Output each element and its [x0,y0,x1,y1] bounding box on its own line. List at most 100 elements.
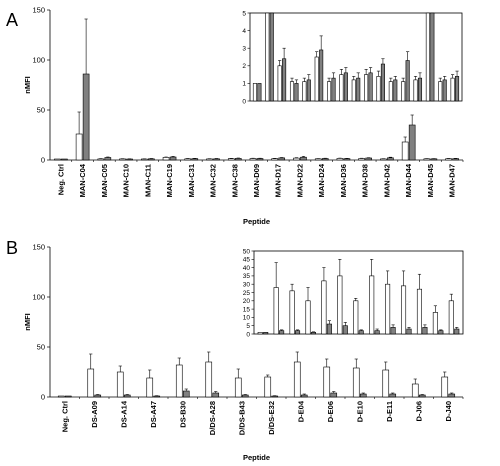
panel-b-inset-bar-7-s0 [369,275,375,335]
panel-a-inset-bar-0-s1 [257,83,262,102]
panel-b-main-bar-7-s1 [271,395,279,398]
panel-b-category-12: D-J06 [414,401,423,421]
panel-b-category-3: DS-A47 [149,401,158,428]
panel-a-category-7: MAN-C32 [209,164,218,197]
panel-a-main-bar-9-s1 [256,158,264,161]
panel-a-inset-bar-3-s1 [294,83,299,102]
panel-a-inset-bar-14-s1 [430,12,435,102]
panel-a-category-6: MAN-C31 [187,164,196,197]
panel-a-inset-bar-12-s0 [401,81,406,102]
panel-b-main-bar-9-s1 [330,392,338,398]
panel-a-main-bar-13-s0 [336,158,344,161]
panel-b-category-7: D/DS-E32 [267,401,276,435]
panel-a-main-bar-16-s1 [408,124,416,161]
panel-b-inset-ytick-label-10: 50 [243,248,251,255]
panel-a-inset-bar-0-s0 [252,83,257,102]
panel-b-inset-frame [253,250,464,335]
panel-b-main-bar-11-s1 [389,393,397,398]
panel-b-inset-bar-12-s1 [454,328,460,335]
panel-a-main-bar-12-s0 [314,158,322,161]
panel-b-ylabel: nMFI [23,313,32,331]
panel-a-main-bar-8-s1 [234,158,242,161]
panel-b-inset-ytick-label-5: 25 [243,290,251,297]
panel-b-main-bar-10-s0 [352,367,360,398]
panel-b-inset-bar-11-s0 [432,312,438,335]
panel-b-main-bar-5-s1 [212,392,220,398]
panel-b-main-bar-1-s0 [87,368,95,398]
panel-a-main-bar-4-s0 [141,158,148,161]
panel-b-main-bar-9-s0 [323,366,331,398]
panel-b-inset-bar-6-s1 [358,330,364,335]
panel-b-main-bar-4-s0 [175,364,183,398]
panel-a-main-bar-8-s0 [227,158,235,161]
panel-b-main-bar-0-s0 [57,395,65,398]
panel-a-inset-bar-6-s1 [331,77,336,102]
panel-a-inset-bar-11-s1 [393,79,398,102]
panel-b-inset-ytick-label-0: 0 [246,331,250,338]
panel-b-inset-bar-4-s0 [321,280,327,335]
panel-a-main-bar-10-s1 [278,157,286,161]
panel-a-main-bar-2-s0 [97,158,105,161]
panel-a-main-bar-12-s1 [321,158,329,161]
panel-a-inset-bar-1-s1 [269,12,274,102]
panel-a-main-bar-1-s0 [75,133,83,161]
panel-a-main-bar-5-s1 [169,156,177,161]
panel-a-main-bar-18-s0 [445,158,452,161]
panel-a-ytick-label-0: 0 [41,156,45,165]
panel-b-category-1: DS-A09 [90,401,99,428]
panel-b-main-bar-4-s1 [182,390,190,398]
panel-b-main-bar-8-s0 [293,361,301,398]
panel-b-main-bar-2-s1 [123,394,131,398]
panel-b-main-bar-6-s1 [241,394,249,398]
panel-b-main-bar-2-s0 [116,371,124,398]
panel-a-category-8: MAN-C38 [230,164,239,197]
panel-a-ytick-label-2: 100 [32,56,45,65]
panel-b-category-11: D-E11 [385,401,394,422]
panel-a-inset-ytick-label-0: 0 [242,98,246,105]
panel-a-inset-ytick-label-1: 1 [242,81,246,88]
panel-b-label: B [6,238,18,258]
panel-b-ytick-label-3: 150 [32,243,45,252]
panel-a-category-2: MAN-C05 [100,164,109,197]
panel-b-inset-bar-11-s1 [438,330,444,335]
panel-a-main-bar-16-s0 [401,141,409,161]
panel-b-inset-ytick-label-1: 5 [246,323,250,330]
panel-a-inset-bar-5-s0 [314,56,319,102]
panel-b-main-bar-11-s0 [382,369,390,398]
panel-a-inset-bar-8-s1 [356,77,361,102]
panel-b-main-bar-0-s1 [64,395,72,398]
panel-a-inset-bar-4-s0 [302,81,307,102]
panel-a-inset-ytick-label-2: 2 [242,63,246,70]
panel-b-category-13: D-J40 [444,401,453,421]
panel-b-category-8: D-E04 [296,400,305,422]
panel-b-main-bar-13-s1 [448,393,456,398]
panel-a-category-11: MAN-D22 [295,164,304,197]
panel-a-inset-ytick-label-5: 5 [242,10,246,17]
panel-a-main-bar-10-s0 [271,158,279,161]
panel-a-inset-bar-15-s0 [438,81,443,102]
panel-a-xlabel: Peptide [243,217,270,226]
panel-a-category-16: MAN-D44 [404,163,413,197]
panel-b-ytick-label-1: 50 [37,343,45,352]
panel-a-inset-bar-1-s0 [265,12,270,102]
panel-a-inset-bar-10-s0 [376,76,381,102]
panel-b-inset-bar-0-s1 [263,332,269,335]
panel-a-main-bar-11-s1 [300,156,307,161]
panel-b-inset-bar-7-s1 [374,330,380,335]
panel-b-inset-ytick-label-6: 30 [243,282,251,289]
panel-a-inset-ytick-label-4: 4 [242,28,246,35]
panel-a-inset-bar-11-s0 [388,81,393,102]
panel-b-inset-bar-1-s1 [279,330,285,335]
panel-b-inset-bar-1-s0 [273,287,279,335]
panel-a-inset-bar-4-s1 [306,79,311,102]
panel-b-inset-bar-10-s0 [416,288,422,335]
panel-a-inset-bar-7-s0 [339,74,344,102]
panel-b-inset-bar-2-s1 [295,330,301,335]
panel-a-main-bar-11-s0 [293,157,300,161]
panel-b-category-6: D/DS-B43 [237,401,246,435]
panel-a-inset-bar-12-s1 [405,60,410,102]
panel-b-inset-ytick-label-7: 35 [243,273,251,280]
panel-a-main-bar-5-s0 [162,157,170,161]
panel-b-inset-bar-6-s0 [353,300,359,335]
